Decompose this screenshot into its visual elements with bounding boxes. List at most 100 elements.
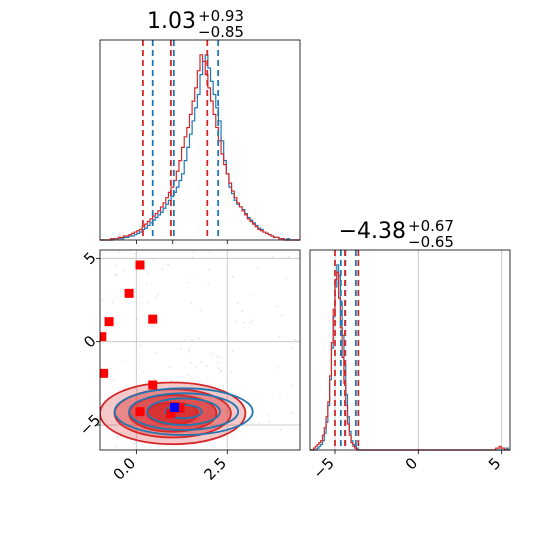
joint-sample-point xyxy=(291,385,293,387)
joint-sample-point xyxy=(187,374,190,377)
joint-sample-point xyxy=(110,376,112,378)
joint-sample-point xyxy=(251,319,254,321)
joint-sample-point xyxy=(281,314,283,316)
joint-sample-point xyxy=(188,348,191,351)
joint-sample-point xyxy=(236,320,238,323)
joint-red-marker xyxy=(135,407,145,417)
hist-1-frame xyxy=(99,39,301,241)
joint-sample-point xyxy=(241,310,243,312)
hist-2-panel: −4.38 +0.67−0.65 xyxy=(309,217,511,451)
joint-sample-point xyxy=(200,361,202,363)
joint-sample-point xyxy=(209,252,211,254)
joint-red-marker xyxy=(175,403,185,413)
joint-sample-point xyxy=(112,378,115,381)
joint-sample-point xyxy=(146,302,149,304)
joint-sample-point xyxy=(133,442,136,445)
joint-sample-point xyxy=(137,389,139,391)
joint-sample-point xyxy=(162,445,165,448)
joint-sample-point xyxy=(191,256,194,259)
joint-sample-point xyxy=(145,283,148,286)
joint-sample-point xyxy=(280,429,282,431)
joint-sample-point xyxy=(232,350,234,352)
joint-sample-point xyxy=(134,252,136,255)
joint-red-marker xyxy=(104,317,114,327)
joint-sample-point xyxy=(136,318,139,320)
joint-sample-point xyxy=(167,263,170,266)
joint-sample-point xyxy=(291,347,294,349)
joint-contour-blue xyxy=(113,387,254,436)
joint-sample-point xyxy=(180,348,182,350)
hist-1-title: 1.03 +0.93−0.85 xyxy=(147,7,244,41)
joint-x-tick-label: 2.5 xyxy=(201,454,231,484)
joint-sample-point xyxy=(268,420,271,423)
hist-2-title: −4.38 +0.67−0.65 xyxy=(339,217,454,251)
hist-1-title-plus: +0.93 xyxy=(198,7,244,25)
joint-sample-point xyxy=(123,401,125,403)
joint-sample-point xyxy=(101,298,104,301)
hist-2-tick-label: −5 xyxy=(309,454,337,482)
hist-1-title-minus: −0.85 xyxy=(198,23,244,41)
joint-sample-point xyxy=(291,412,293,414)
joint-x-tick-label: 0.0 xyxy=(110,454,140,484)
joint-sample-point xyxy=(104,419,107,421)
joint-sample-point xyxy=(198,439,201,442)
joint-sample-point xyxy=(183,339,186,342)
joint-sample-point xyxy=(140,344,142,346)
joint-blue-marker xyxy=(170,403,180,412)
joint-sample-point xyxy=(217,361,219,364)
hist-1-series-red xyxy=(100,54,300,241)
joint-contour-blue xyxy=(128,392,240,431)
joint-sample-point xyxy=(115,264,118,267)
joint-sample-point xyxy=(187,350,190,353)
joint-sample-point xyxy=(195,367,198,369)
joint-sample-point xyxy=(258,422,260,425)
joint-sample-point xyxy=(153,378,156,380)
joint-sample-point xyxy=(191,339,193,341)
joint-sample-point xyxy=(230,371,232,374)
joint-sample-point xyxy=(243,322,245,324)
joint-sample-point xyxy=(209,383,211,386)
joint-sample-point xyxy=(219,370,222,373)
joint-sample-point xyxy=(277,366,279,369)
joint-red-marker xyxy=(100,368,109,378)
joint-red-marker xyxy=(124,288,134,298)
joint-sample-point xyxy=(207,268,210,271)
joint-sample-point xyxy=(153,258,155,261)
joint-sample-point xyxy=(266,414,268,416)
joint-red-marker xyxy=(100,332,107,342)
joint-sample-point xyxy=(279,397,281,399)
joint-red-marker xyxy=(148,314,158,324)
hist-2-frame xyxy=(309,249,511,451)
joint-sample-point xyxy=(101,378,103,380)
joint-sample-point xyxy=(109,367,112,370)
joint-sample-point xyxy=(124,270,126,272)
joint-sample-point xyxy=(250,293,252,296)
joint-sample-point xyxy=(190,302,192,304)
joint-sample-point xyxy=(217,356,219,358)
joint-red-marker xyxy=(148,380,158,390)
joint-inner xyxy=(100,250,300,450)
joint-sample-point xyxy=(271,256,274,258)
joint-red-marker xyxy=(166,408,176,418)
joint-sample-point xyxy=(116,436,119,438)
joint-sample-point xyxy=(231,434,233,437)
joint-sample-point xyxy=(294,339,297,341)
joint-sample-point xyxy=(115,273,117,276)
joint-sample-point xyxy=(193,251,195,254)
joint-sample-point xyxy=(278,336,281,338)
joint-sample-point xyxy=(117,251,120,254)
joint-sample-point xyxy=(154,296,156,299)
joint-sample-point xyxy=(187,282,190,284)
hist-1-panel: 1.03 +0.93−0.85 xyxy=(99,7,301,241)
joint-panel xyxy=(99,249,301,451)
joint-sample-point xyxy=(156,293,159,296)
joint-sample-point xyxy=(205,365,208,368)
joint-sample-point xyxy=(199,309,202,311)
joint-sample-point xyxy=(155,352,158,354)
joint-sample-point xyxy=(287,256,290,258)
joint-sample-point xyxy=(190,431,192,434)
joint-sample-point xyxy=(127,405,129,407)
joint-sample-point xyxy=(124,361,126,363)
hist-2-tick-label: 5 xyxy=(485,454,504,473)
